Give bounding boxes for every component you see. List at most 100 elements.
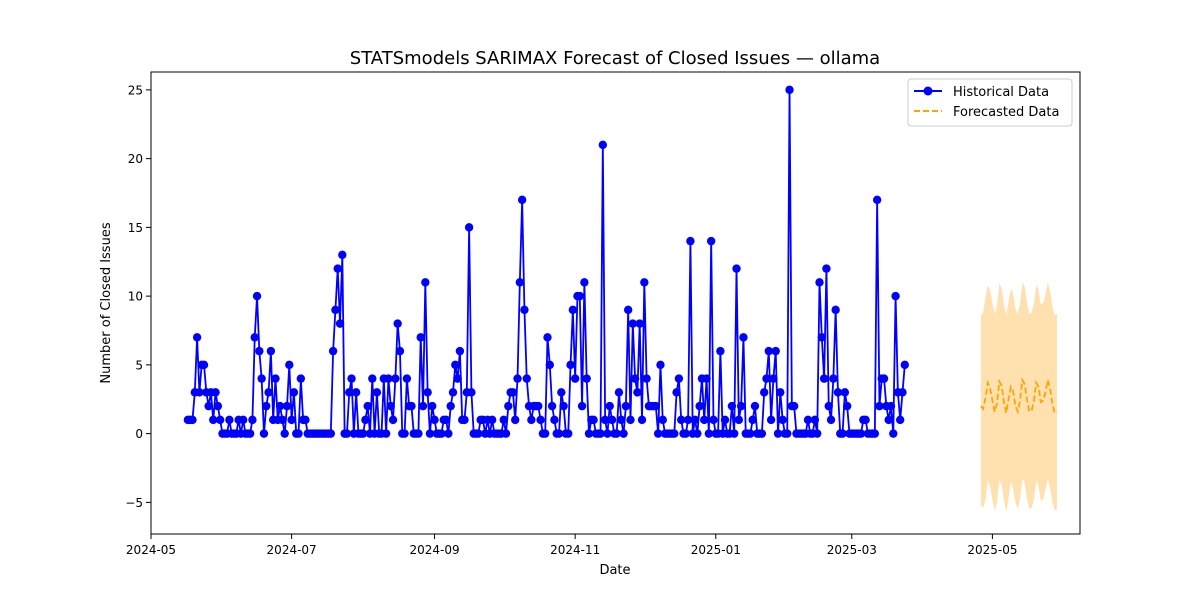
historical-data-point: [750, 401, 760, 411]
historical-data-point: [467, 388, 476, 397]
historical-data-point: [575, 291, 584, 301]
historical-data-point: [441, 415, 451, 425]
historical-data-point: [215, 415, 225, 425]
historical-data-point: [769, 374, 778, 383]
x-tick-label: 2024-09: [409, 543, 459, 557]
historical-data-point: [262, 401, 271, 411]
historical-data-point: [617, 415, 626, 425]
historical-data-point: [640, 278, 649, 287]
historical-data-point: [213, 401, 223, 411]
historical-data-point: [464, 223, 474, 232]
historical-data-point: [895, 415, 905, 425]
historical-data-point: [384, 374, 393, 383]
historical-data-point: [271, 374, 280, 383]
historical-data-point: [810, 415, 820, 425]
historical-data-point: [889, 429, 898, 438]
historical-data-point: [621, 401, 631, 411]
historical-data-point: [861, 415, 870, 425]
historical-data-point: [264, 388, 273, 397]
historical-data-point: [580, 278, 589, 287]
historical-data-point: [803, 415, 813, 425]
historical-data-point: [501, 429, 511, 438]
historical-data-point: [879, 374, 889, 383]
historical-data-point: [428, 401, 437, 411]
historical-data-point: [338, 250, 347, 260]
legend-box: [907, 78, 1073, 127]
historical-data-point: [515, 278, 525, 287]
historical-data-point: [819, 374, 829, 383]
historical-data-point: [826, 415, 836, 425]
historical-data-point: [829, 374, 838, 383]
historical-data-point: [734, 415, 744, 425]
historical-data-point: [633, 388, 642, 397]
legend-historical-label: Historical Data: [953, 85, 1049, 100]
historical-data-point: [547, 401, 557, 411]
historical-data-point: [255, 346, 264, 356]
historical-data-point: [386, 401, 395, 411]
x-tick-label: 2024-11: [550, 543, 600, 557]
historical-data-point: [393, 319, 402, 328]
historical-data-point: [328, 346, 338, 356]
historical-data-point: [333, 264, 342, 273]
historical-data-point: [898, 388, 907, 397]
historical-data-point: [824, 401, 833, 411]
historical-data-point: [656, 360, 665, 370]
historical-data-point: [831, 305, 840, 315]
historical-data-point: [568, 305, 578, 315]
historical-data-point: [557, 388, 566, 397]
y-tick-label: 25: [128, 83, 143, 97]
historical-data-point: [351, 388, 361, 397]
historical-data-point: [511, 415, 520, 425]
historical-data-point: [817, 333, 827, 342]
historical-data-point: [280, 429, 289, 438]
historical-data-point: [612, 429, 621, 438]
x-axis-label: Date: [599, 563, 630, 578]
historical-data-point: [872, 195, 882, 205]
historical-data-point: [564, 429, 573, 438]
historical-data-point: [686, 236, 695, 246]
y-tick-label: 0: [135, 427, 143, 441]
historical-data-point: [414, 429, 423, 438]
historical-data-point: [674, 374, 684, 383]
forecast-series-layer: [980, 377, 1058, 415]
historical-data-point: [296, 374, 306, 383]
historical-data-point: [345, 388, 354, 397]
forecast-confidence-band: [980, 282, 1057, 512]
historical-data-point: [856, 429, 866, 438]
historical-data-point: [517, 195, 527, 205]
x-tick-label: 2025-03: [827, 543, 877, 557]
historical-data-point: [732, 264, 741, 273]
historical-data-point: [709, 415, 718, 425]
historical-data-point: [211, 388, 220, 397]
historical-data-point: [672, 388, 681, 397]
historical-data-point: [746, 429, 755, 438]
legend-forecast-label: Forecasted Data: [953, 105, 1059, 120]
historical-data-point: [400, 429, 409, 438]
historical-data-point: [550, 415, 559, 425]
historical-data-point: [778, 415, 787, 425]
historical-data-point: [487, 415, 497, 425]
historical-data-point: [596, 429, 605, 438]
historical-data-point: [637, 415, 647, 425]
historical-data-point: [584, 429, 594, 438]
historical-data-point: [455, 346, 465, 356]
historical-data-point: [693, 429, 702, 438]
historical-data-point: [451, 360, 460, 370]
historical-data-point: [508, 388, 518, 397]
legend-historical-marker: [923, 86, 933, 96]
historical-data-point: [513, 374, 522, 383]
historical-data-point: [444, 429, 453, 438]
historical-data-point: [570, 374, 580, 383]
historical-data-point: [623, 305, 633, 315]
historical-data-point: [651, 401, 661, 411]
historical-data-point: [748, 415, 757, 425]
historical-data-point: [771, 346, 780, 356]
historical-data-point: [416, 333, 425, 342]
historical-data-point: [423, 388, 432, 397]
historical-data-point: [282, 401, 292, 411]
historical-data-point: [188, 415, 197, 425]
historical-data-point: [474, 429, 483, 438]
historical-data-point: [677, 415, 686, 425]
historical-data-point: [536, 415, 545, 425]
legend: Historical Data Forecasted Data: [907, 78, 1073, 127]
